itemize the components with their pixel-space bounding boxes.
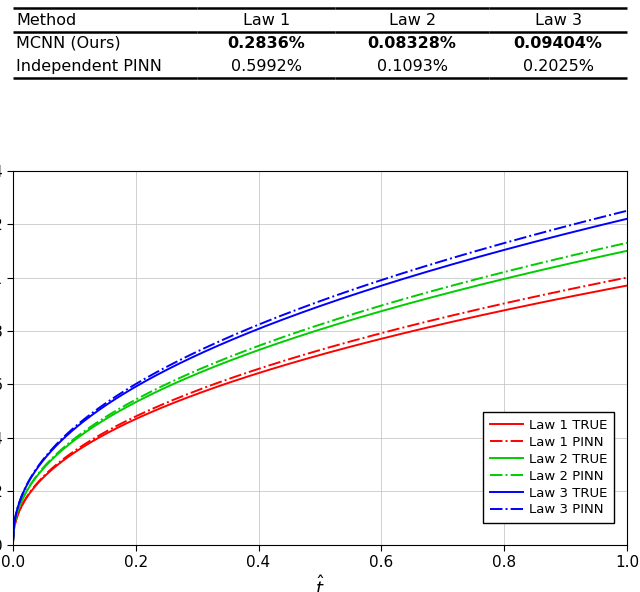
Law 3 TRUE	[301, 308, 308, 315]
Law 2 TRUE	[623, 247, 631, 255]
Law 2 TRUE	[9, 541, 17, 548]
Law 1 PINN	[305, 350, 312, 357]
Law 2 PINN	[341, 313, 349, 320]
Law 3 PINN	[374, 278, 382, 285]
Law 1 TRUE	[374, 336, 382, 343]
Line: Law 2 PINN: Law 2 PINN	[13, 243, 627, 545]
Law 1 TRUE	[9, 541, 17, 548]
Law 1 TRUE	[623, 282, 631, 289]
Law 3 TRUE	[374, 283, 382, 290]
Law 3 TRUE	[513, 243, 520, 250]
Law 2 TRUE	[374, 308, 382, 316]
Law 2 PINN	[301, 326, 308, 333]
Law 2 TRUE	[305, 330, 312, 337]
Law 2 PINN	[609, 243, 616, 250]
Law 2 TRUE	[341, 318, 349, 326]
Line: Law 2 TRUE: Law 2 TRUE	[13, 251, 627, 545]
Law 1 TRUE	[513, 304, 520, 311]
Law 2 TRUE	[301, 331, 308, 338]
X-axis label: $\hat{t}$: $\hat{t}$	[315, 575, 325, 592]
Law 1 TRUE	[341, 345, 349, 352]
Law 1 PINN	[341, 339, 349, 346]
Law 1 TRUE	[301, 356, 308, 363]
Law 1 PINN	[9, 541, 17, 548]
Law 3 PINN	[341, 289, 349, 296]
Law 1 PINN	[374, 330, 382, 337]
Law 2 TRUE	[609, 250, 616, 258]
Line: Law 1 PINN: Law 1 PINN	[13, 278, 627, 545]
Law 1 TRUE	[609, 285, 616, 292]
Law 1 PINN	[513, 297, 520, 304]
Law 3 TRUE	[9, 541, 17, 548]
Law 3 PINN	[513, 236, 520, 243]
Law 1 TRUE	[305, 355, 312, 362]
Law 2 PINN	[623, 239, 631, 246]
Law 2 PINN	[513, 265, 520, 272]
Law 2 TRUE	[513, 272, 520, 279]
Law 1 PINN	[301, 351, 308, 358]
Law 2 PINN	[305, 325, 312, 332]
Law 3 PINN	[623, 207, 631, 214]
Law 3 PINN	[9, 541, 17, 548]
Law 2 PINN	[9, 541, 17, 548]
Legend: Law 1 TRUE, Law 1 PINN, Law 2 TRUE, Law 2 PINN, Law 3 TRUE, Law 3 PINN: Law 1 TRUE, Law 1 PINN, Law 2 TRUE, Law …	[483, 412, 614, 523]
Law 1 PINN	[609, 277, 616, 284]
Line: Law 1 TRUE: Law 1 TRUE	[13, 285, 627, 545]
Law 3 TRUE	[305, 307, 312, 314]
Law 3 PINN	[301, 303, 308, 310]
Law 3 TRUE	[341, 294, 349, 301]
Law 3 TRUE	[623, 215, 631, 222]
Law 3 PINN	[609, 211, 616, 218]
Law 2 PINN	[374, 303, 382, 310]
Law 1 PINN	[623, 274, 631, 281]
Law 3 PINN	[305, 302, 312, 309]
Line: Law 3 TRUE: Law 3 TRUE	[13, 218, 627, 545]
Line: Law 3 PINN: Law 3 PINN	[13, 211, 627, 545]
Law 3 TRUE	[609, 218, 616, 226]
